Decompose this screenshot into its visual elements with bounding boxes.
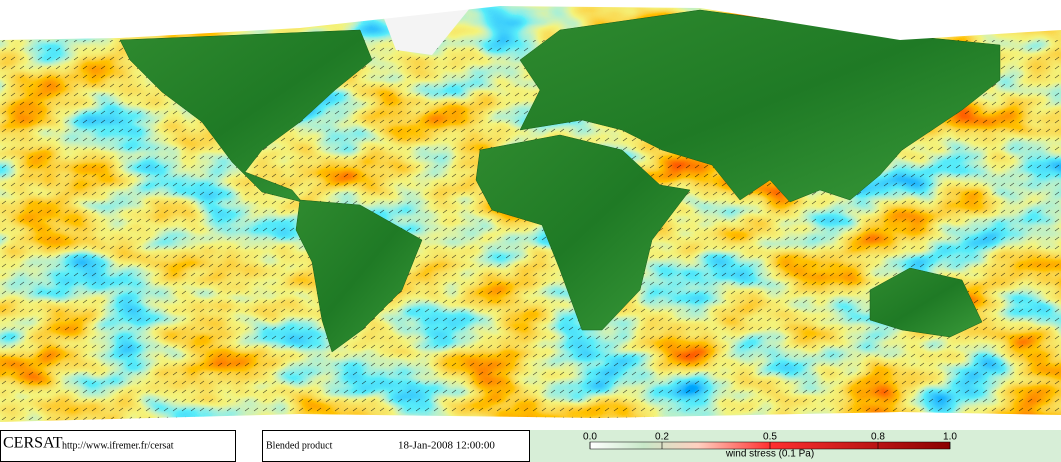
arctic-mask: [0, 0, 1061, 40]
colorbar-label: wind stress (0.1 Pa): [725, 449, 814, 460]
colorbar-tick-label: 0.5: [763, 432, 777, 443]
africa: [475, 134, 691, 331]
eurasia: [519, 9, 1001, 203]
colorbar-tick-label: 0.2: [655, 432, 669, 443]
continents: [119, 9, 1001, 353]
colorbar-tick-label: 0.0: [583, 432, 597, 443]
australia: [869, 267, 983, 338]
product: Blended product: [266, 440, 333, 451]
antarctica-mask: [0, 412, 1061, 430]
timestamp: 18-Jan-2008 12:00:00: [398, 440, 495, 452]
url: http://www.ifremer.fr/cersat: [62, 440, 174, 451]
greenland-ice: [380, 8, 470, 55]
colorbar-tick-label: 1.0: [943, 432, 957, 443]
colorbar-tick-label: 0.8: [871, 432, 885, 443]
logo: CERSAT: [3, 435, 63, 452]
north-america: [119, 29, 373, 203]
south-america: [295, 199, 423, 353]
